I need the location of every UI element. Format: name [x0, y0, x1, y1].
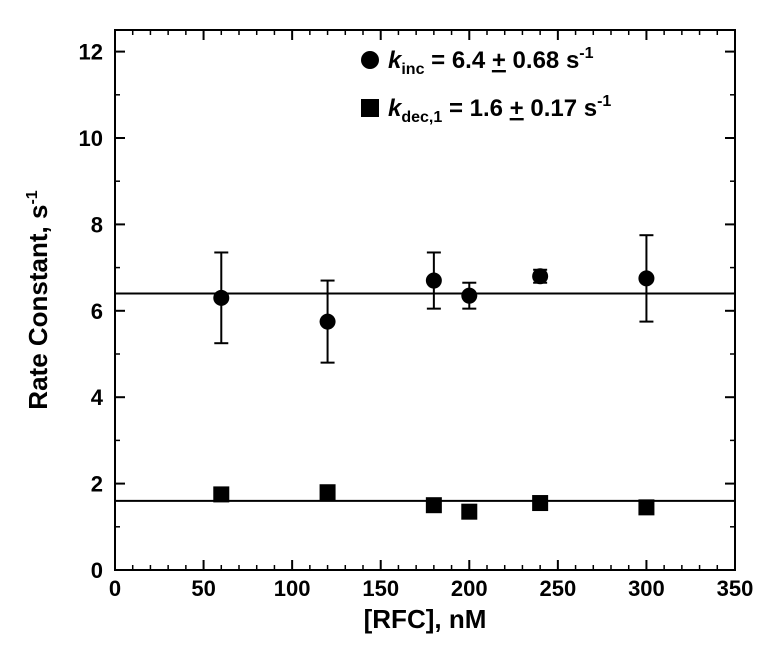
data-point-circle — [213, 290, 229, 306]
y-tick-label: 12 — [79, 40, 103, 65]
data-point-circle — [426, 273, 442, 289]
data-point-circle — [638, 270, 654, 286]
y-axis-label: Rate Constant, s-1 — [23, 190, 53, 409]
x-tick-label: 300 — [628, 576, 665, 601]
x-tick-label: 0 — [109, 576, 121, 601]
data-point-square — [638, 499, 654, 515]
data-point-square — [213, 486, 229, 502]
data-point-circle — [461, 288, 477, 304]
y-tick-label: 4 — [91, 385, 104, 410]
x-tick-label: 350 — [717, 576, 754, 601]
chart-container: 0 50 100 150 200 250 300 350 0 2 4 6 8 10 12 [RFC], nM R… — [0, 0, 775, 648]
y-tick-label: 2 — [91, 472, 103, 497]
x-axis-label: [RFC], nM — [364, 604, 487, 634]
x-tick-label: 200 — [451, 576, 488, 601]
data-point-square — [426, 497, 442, 513]
legend-marker-square — [361, 99, 379, 117]
data-point-circle — [532, 268, 548, 284]
y-tick-label: 8 — [91, 212, 103, 237]
x-tick-label: 150 — [362, 576, 399, 601]
legend-marker-circle — [361, 51, 379, 69]
y-tick-label: 6 — [91, 299, 103, 324]
data-point-square — [461, 504, 477, 520]
data-point-square — [532, 495, 548, 511]
x-tick-label: 100 — [274, 576, 311, 601]
y-tick-label: 0 — [91, 558, 103, 583]
data-point-circle — [320, 314, 336, 330]
y-tick-label: 10 — [79, 126, 103, 151]
data-point-square — [320, 484, 336, 500]
x-tick-label: 50 — [191, 576, 215, 601]
rate-constant-chart: 0 50 100 150 200 250 300 350 0 2 4 6 8 10 12 [RFC], nM R… — [0, 0, 775, 648]
x-tick-label: 250 — [539, 576, 576, 601]
